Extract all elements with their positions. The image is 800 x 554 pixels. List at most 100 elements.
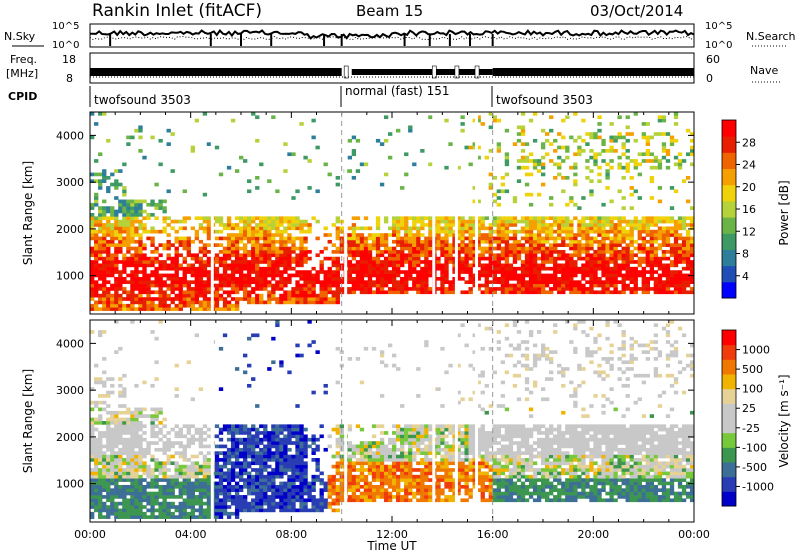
velocity-cell <box>202 501 208 506</box>
power-cell <box>440 290 445 295</box>
power-cell <box>379 290 385 295</box>
velocity-cell <box>295 488 300 492</box>
power-cell <box>198 266 204 271</box>
velocity-cell <box>247 484 252 489</box>
velocity-cell <box>198 464 204 469</box>
power-cell <box>496 253 502 258</box>
power-cell <box>234 300 240 305</box>
power-cell <box>585 223 590 227</box>
power-cell <box>601 263 606 268</box>
power-cell <box>508 273 514 278</box>
power-cell <box>158 138 163 143</box>
power-cell <box>456 229 461 234</box>
power-cell <box>500 270 506 274</box>
velocity-cell <box>247 336 252 341</box>
velocity-cell <box>251 508 256 513</box>
power-cell <box>190 266 195 271</box>
power-cell <box>198 263 204 268</box>
power-cell <box>247 250 252 254</box>
power-cell <box>182 236 187 241</box>
power-cell <box>480 266 485 271</box>
power-cell <box>323 226 328 231</box>
power-cell <box>516 290 522 295</box>
power-cell <box>90 283 95 288</box>
power-cell <box>255 250 260 254</box>
power-cell <box>154 290 159 295</box>
power-cell <box>536 263 542 268</box>
velocity-cell <box>291 508 296 513</box>
power-cell <box>504 128 510 133</box>
velocity-cell <box>146 441 151 445</box>
velocity-cell <box>243 498 248 503</box>
power-cell <box>243 253 248 258</box>
power-cell <box>335 293 340 298</box>
power-cell <box>581 263 586 268</box>
power-cell <box>633 253 638 258</box>
power-colorbar-tick-label: 24 <box>742 159 756 172</box>
power-cell <box>484 287 489 291</box>
power-cell <box>255 226 260 231</box>
velocity-cell <box>150 431 155 435</box>
velocity-cell <box>303 461 308 466</box>
power-cell <box>114 287 119 291</box>
power-cell <box>363 253 369 258</box>
power-cell <box>279 270 284 274</box>
power-cell <box>142 243 147 247</box>
power-cell <box>202 219 208 224</box>
power-cell <box>138 300 143 305</box>
power-cell <box>496 196 502 200</box>
velocity-cell <box>255 458 260 462</box>
power-cell <box>186 280 191 284</box>
velocity-cell <box>130 464 135 469</box>
power-cell <box>416 253 421 258</box>
power-cell <box>557 287 562 291</box>
power-cell <box>524 280 530 284</box>
power-cell <box>645 260 651 264</box>
velocity-cell <box>247 437 252 442</box>
velocity-cell <box>311 484 316 489</box>
power-cell <box>617 263 622 268</box>
power-cell <box>641 229 646 234</box>
velocity-cell <box>263 495 268 499</box>
power-cell <box>532 243 538 247</box>
power-cell <box>259 273 264 278</box>
power-cell <box>637 260 642 264</box>
velocity-cell <box>142 464 147 469</box>
power-cell <box>424 266 429 271</box>
velocity-cell <box>130 447 135 452</box>
power-cell <box>247 270 252 274</box>
power-cell <box>251 246 256 251</box>
velocity-cell <box>311 441 316 445</box>
velocity-cell <box>154 478 159 482</box>
velocity-cell <box>106 434 111 439</box>
power-cell <box>263 246 268 251</box>
power-cell <box>649 236 655 241</box>
velocity-cell <box>122 410 127 415</box>
power-cell <box>134 276 139 281</box>
velocity-cell <box>110 508 115 513</box>
power-cell <box>206 270 212 274</box>
power-cell <box>331 270 336 274</box>
power-cell <box>448 219 453 224</box>
power-cell <box>299 226 304 231</box>
velocity-cell <box>267 495 272 499</box>
power-cell <box>516 125 522 130</box>
velocity-cell <box>218 468 224 472</box>
power-cell <box>516 250 522 254</box>
power-cell <box>460 290 465 295</box>
power-cell <box>488 229 493 234</box>
velocity-cell <box>323 505 328 509</box>
velocity-cell <box>279 458 284 462</box>
velocity-cell <box>94 363 99 368</box>
power-cell <box>496 280 502 284</box>
velocity-cell <box>319 481 324 486</box>
velocity-cell <box>102 501 107 506</box>
velocity-cell <box>299 471 304 476</box>
power-cell <box>383 260 389 264</box>
power-cell <box>102 276 107 281</box>
power-cell <box>420 253 425 258</box>
power-cell <box>601 243 606 247</box>
velocity-cell <box>114 495 119 499</box>
power-cell <box>226 219 232 224</box>
power-cell <box>138 253 143 258</box>
